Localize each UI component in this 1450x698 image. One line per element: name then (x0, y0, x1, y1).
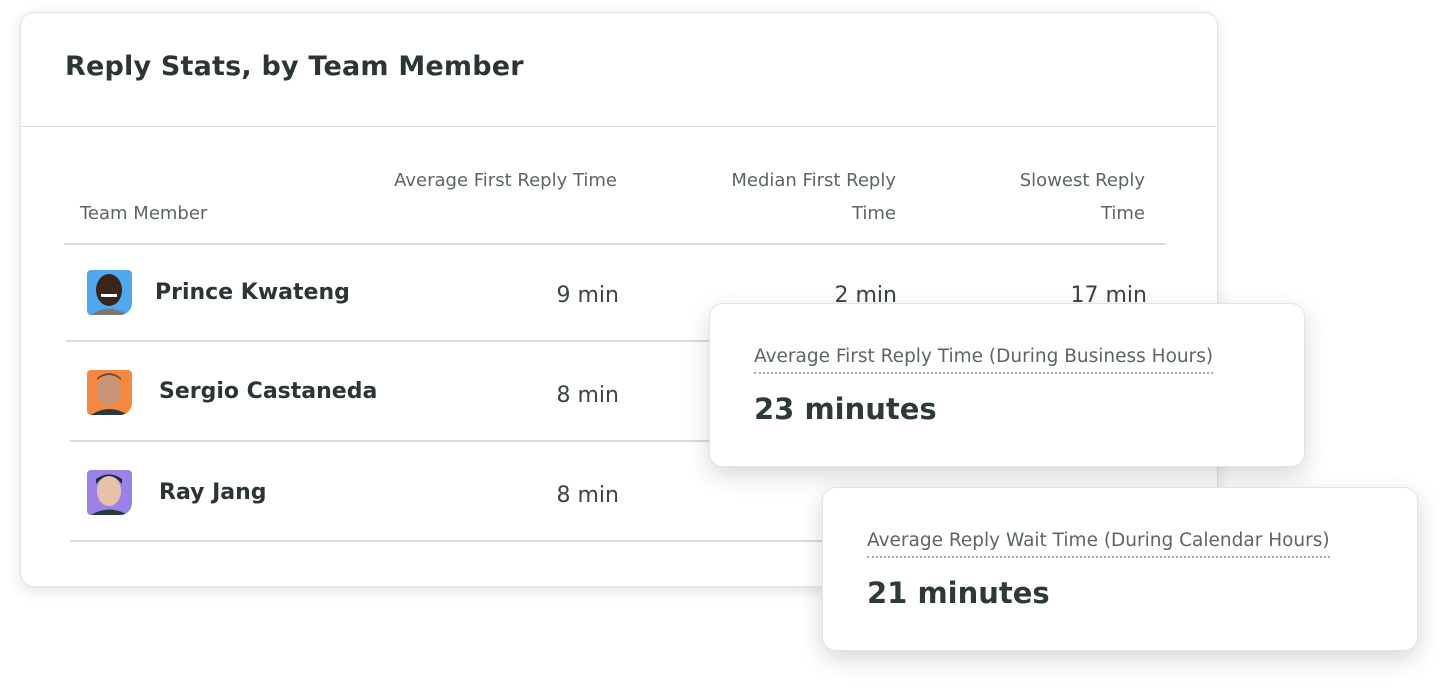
person-avatar-icon (91, 373, 128, 415)
avatar (87, 270, 132, 315)
column-header-median-line1: Median First Reply (731, 170, 896, 191)
row-divider (70, 440, 1220, 442)
avatar (87, 370, 132, 415)
column-header-slowest-line1: Slowest Reply (1019, 170, 1145, 191)
member-name: Prince Kwateng (155, 280, 350, 305)
stat-label[interactable]: Average First Reply Time (During Busines… (754, 346, 1214, 374)
table-header-divider (64, 243, 1166, 245)
stat-popover-calendar-hours: Average Reply Wait Time (During Calendar… (822, 487, 1418, 651)
reply-stats-card: Reply Stats, by Team Member Team Member … (20, 12, 1220, 587)
column-header-slowest-line2: Time (1100, 203, 1145, 224)
stat-popover-business-hours: Average First Reply Time (During Busines… (709, 303, 1305, 467)
header-divider (21, 126, 1217, 127)
member-name: Sergio Castaneda (159, 379, 378, 404)
person-avatar-icon (91, 274, 128, 315)
row-divider (66, 340, 1216, 342)
avg-first-reply-value: 9 min (556, 283, 619, 308)
stat-value: 23 minutes (754, 392, 937, 426)
avatar (87, 470, 132, 515)
avg-first-reply-value: 8 min (556, 483, 619, 508)
member-name: Ray Jang (159, 480, 267, 505)
row-divider (70, 540, 1220, 542)
stat-label[interactable]: Average Reply Wait Time (During Calendar… (867, 530, 1330, 558)
avg-first-reply-value: 8 min (556, 383, 619, 408)
card-title: Reply Stats, by Team Member (65, 51, 524, 82)
column-header-median-line2: Time (851, 203, 896, 224)
column-header-team-member: Team Member (80, 203, 208, 224)
stat-value: 21 minutes (867, 576, 1050, 610)
column-header-avg-first-reply[interactable]: Average First Reply Time (394, 170, 617, 191)
person-avatar-icon (91, 474, 128, 515)
column-header-median-first-reply[interactable]: Median First Reply Time (731, 164, 896, 230)
column-header-slowest-reply[interactable]: Slowest Reply Time (1020, 164, 1145, 230)
